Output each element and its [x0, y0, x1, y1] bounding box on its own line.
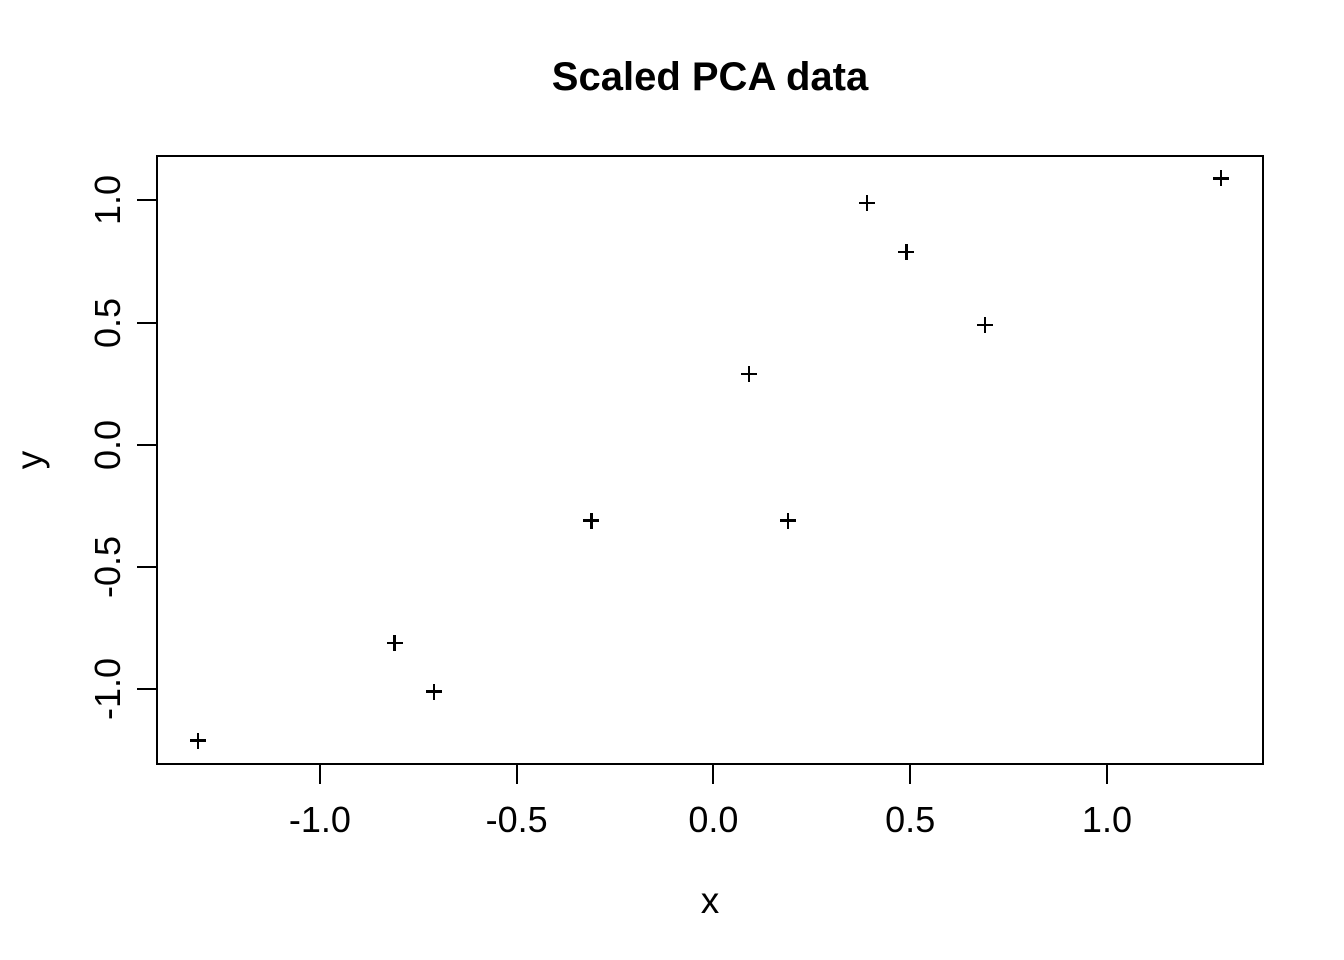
y-tick-label: 0.0: [87, 419, 128, 470]
y-tick-mark: [137, 688, 156, 691]
data-point-plus-marker: [386, 634, 403, 651]
data-point-plus-marker: [583, 512, 600, 529]
y-axis-label: y: [9, 450, 50, 470]
x-tick-mark: [712, 765, 715, 784]
y-tick-label: -1.0: [87, 658, 128, 721]
data-point-plus-marker: [189, 732, 206, 749]
data-point-plus-marker: [976, 317, 993, 334]
y-tick-label: -0.5: [87, 535, 128, 599]
x-axis-label: x: [700, 880, 720, 921]
x-tick-label: 0.0: [688, 799, 739, 840]
plot-area: [156, 155, 1264, 765]
x-tick-label: -1.0: [288, 799, 351, 840]
x-tick-mark: [515, 765, 518, 784]
x-tick-mark: [1105, 765, 1108, 784]
y-tick-mark: [137, 566, 156, 569]
data-point-plus-marker: [740, 365, 757, 382]
data-point-plus-marker: [780, 512, 797, 529]
x-tick-label: 1.0: [1081, 799, 1132, 840]
y-tick-mark: [137, 443, 156, 446]
data-point-plus-marker: [898, 243, 915, 260]
x-tick-mark: [318, 765, 321, 784]
data-point-plus-marker: [858, 194, 875, 211]
data-point-plus-marker: [1213, 170, 1230, 187]
x-tick-mark: [909, 765, 912, 784]
y-tick-mark: [137, 199, 156, 202]
x-tick-label: -0.5: [485, 799, 548, 840]
x-tick-label: 0.5: [885, 799, 936, 840]
y-tick-label: 1.0: [87, 175, 128, 226]
data-point-plus-marker: [426, 683, 443, 700]
y-tick-label: 0.5: [87, 297, 128, 348]
chart-title: Scaled PCA data: [551, 55, 869, 99]
y-tick-mark: [137, 321, 156, 324]
